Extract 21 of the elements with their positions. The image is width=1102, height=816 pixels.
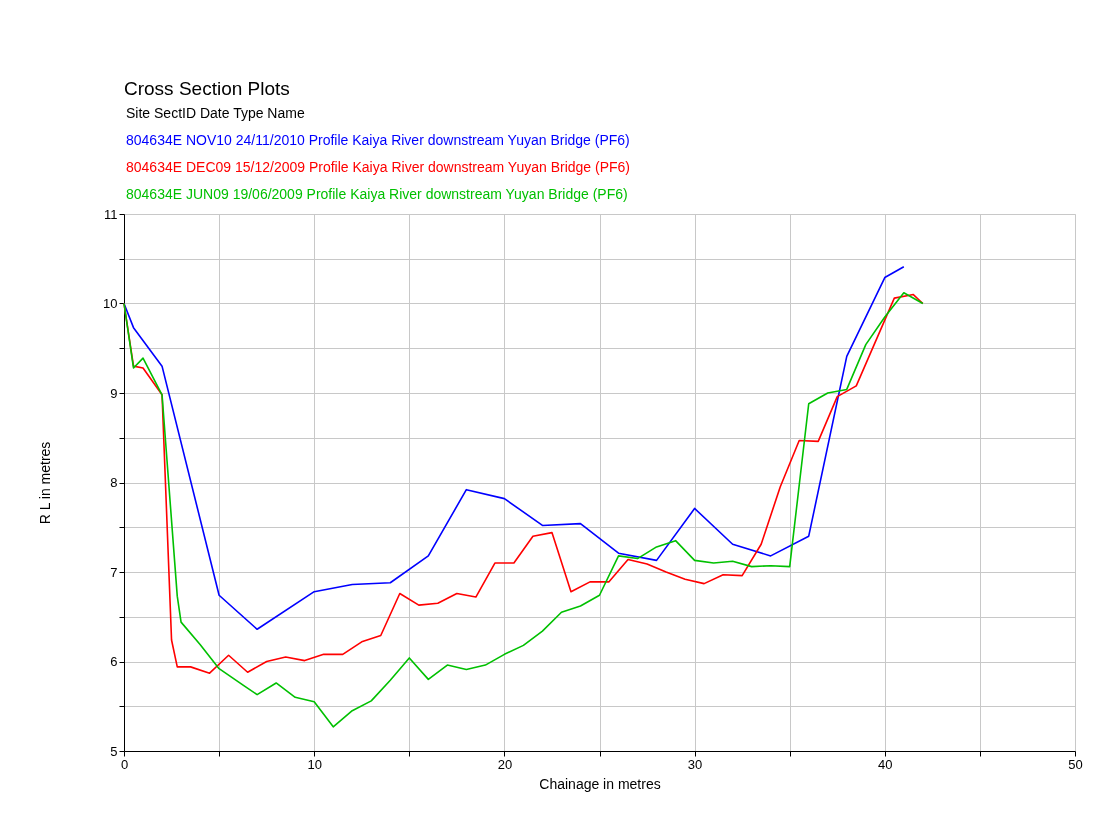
x-tick-label: 20 — [497, 756, 513, 772]
y-tick-label: 8 — [110, 475, 118, 490]
y-tick-label: 9 — [110, 385, 118, 401]
text: 804634E NOV10 24/11/2010 Profile Kaiya River downstream Yuyan Bridge (PF6) — [126, 132, 630, 148]
text: 804634E JUN09 19/06/2009 Profile Kaiya River downstream Yuyan Bridge (PF6) — [126, 186, 628, 202]
chart-title: Cross Section Plots — [124, 78, 290, 99]
x-axis-title: Chainage in metres — [539, 775, 661, 792]
text: 804634E DEC09 15/12/2009 Profile Kaiya River downstream Yuyan Bridge (PF6) — [126, 159, 631, 175]
x-tick-label: 50 — [1068, 756, 1083, 772]
x-tick-label: 40 — [878, 756, 893, 772]
x-tick-label: 30 — [687, 756, 703, 772]
y-axis-title: R L in metres — [37, 441, 54, 525]
y-tick-label: 7 — [110, 564, 118, 580]
x-tick-label: 0 — [120, 756, 129, 772]
y-tick-label: 11 — [104, 206, 118, 222]
x-tick-label: 10 — [307, 756, 322, 772]
y-tick-label: 10 — [103, 296, 118, 311]
line-series — [123, 266, 905, 631]
y-tick-label: 5 — [110, 743, 118, 759]
legend-title: Site SectID Date Type Name — [126, 105, 305, 121]
y-tick-label: 6 — [110, 654, 118, 669]
